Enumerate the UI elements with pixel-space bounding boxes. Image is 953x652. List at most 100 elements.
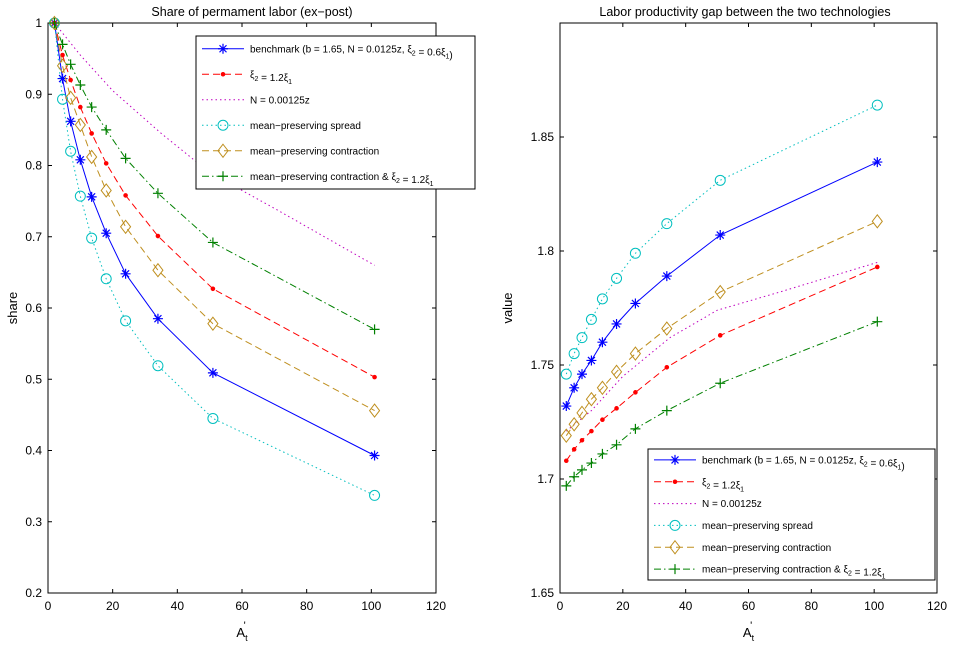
chart-title: Share of permament labor (ex−post) [151,5,352,19]
data-point [65,145,77,157]
x-tick-label: 100 [361,599,381,613]
data-point [57,39,68,50]
data-point [103,161,109,166]
y-tick-label: 0.4 [25,444,42,458]
data-point [629,247,641,259]
data-point [717,333,723,338]
data-point [369,324,380,335]
data-point [152,360,164,372]
chart-panel-1: Share of permament labor (ex−post) 0 20 40 6… [5,5,476,643]
legend-entry: N = 0.00125z [250,95,310,106]
data-point [65,116,76,127]
x-tick-label: 0 [557,599,564,613]
data-point [569,471,580,482]
data-point [101,228,112,239]
legend-entry: N = 0.00125z [702,499,762,510]
series-line [54,22,375,496]
data-point [664,364,670,370]
data-point [875,264,880,270]
data-point [576,405,588,421]
legend: benchmark (b = 1.65, N = 0.0125z, ξ2 = 0… [195,35,476,190]
data-point [872,157,883,168]
data-point [661,405,672,416]
series-line [54,22,375,412]
data-point [86,102,97,113]
x-tick-label: 20 [106,599,120,613]
data-point [120,315,132,327]
data-point [871,214,883,229]
data-point [871,99,883,111]
data-point [611,439,622,450]
data-point [571,447,577,452]
data-point [86,191,97,202]
data-point [207,237,218,248]
data-point [714,174,726,186]
y-tick-label: 1 [35,16,42,30]
data-point [597,337,608,348]
y-tick-label: 0.5 [25,372,42,386]
data-point [586,458,597,469]
data-point [661,271,672,282]
legend-entry: benchmark (b = 1.65, N = 0.0125z, ξ2 = 0… [250,44,453,61]
x-tick-label: 60 [235,599,249,613]
data-point [576,332,588,344]
data-point [65,90,77,106]
legend-entry: mean−preserving contraction & ξ2 = 1.2ξ1 [250,172,434,188]
data-point [560,428,572,444]
legend-marker [217,119,229,131]
data-point [369,489,381,501]
data-point [152,313,163,324]
x-tick-label: 60 [742,599,756,613]
legend-marker [669,519,681,531]
data-point [49,18,60,28]
x-axis-label: At' [236,620,248,643]
data-point [630,298,641,309]
series-line [565,104,878,375]
series-line [565,321,878,487]
legend-marker [218,171,228,182]
legend: benchmark (b = 1.65, N = 0.0125z, ξ2 = 0… [647,448,936,581]
legend-marker [669,539,681,555]
data-point [74,190,86,202]
legend-entry: mean−preserving spread [702,521,813,532]
data-point [65,59,76,70]
data-point [75,79,86,90]
data-point [56,58,69,74]
legend-entry: benchmark (b = 1.65, N = 0.0125z, ξ2 = 0… [702,455,905,472]
series-3 [565,261,878,432]
series-1 [561,157,883,412]
data-point [89,131,94,136]
data-point [715,378,726,389]
y-tick-label: 0.8 [25,159,42,173]
data-point [120,153,131,164]
legend-marker [220,71,226,77]
data-point [57,93,69,105]
data-point [560,368,572,380]
y-tick-label: 0.3 [25,515,42,529]
series-6 [49,18,380,335]
y-tick-label: 1.8 [537,244,554,258]
x-tick-label: 100 [864,599,884,613]
data-point [123,193,128,198]
data-point [589,428,594,434]
data-point [569,382,580,393]
series-line [565,266,878,462]
data-point [715,230,726,241]
data-point [600,417,605,423]
legend-entry: mean−preserving contraction & ξ2 = 1.2ξ1 [702,565,886,581]
y-axis-label: share [5,292,20,325]
x-tick-label: 80 [300,599,314,613]
data-point [210,286,216,292]
y-tick-label: 1.7 [537,472,554,486]
data-point [610,364,623,380]
data-point [100,273,112,285]
data-point [568,416,580,432]
data-point [78,104,83,110]
legend-entry: ξ2 = 1.2ξ1 [250,70,292,86]
data-point [207,412,219,424]
data-point [576,369,587,380]
chart-title: Labor productivity gap between the two t… [599,5,890,19]
series-line [54,22,375,456]
series-line [565,261,878,432]
y-tick-label: 1.85 [531,130,555,144]
